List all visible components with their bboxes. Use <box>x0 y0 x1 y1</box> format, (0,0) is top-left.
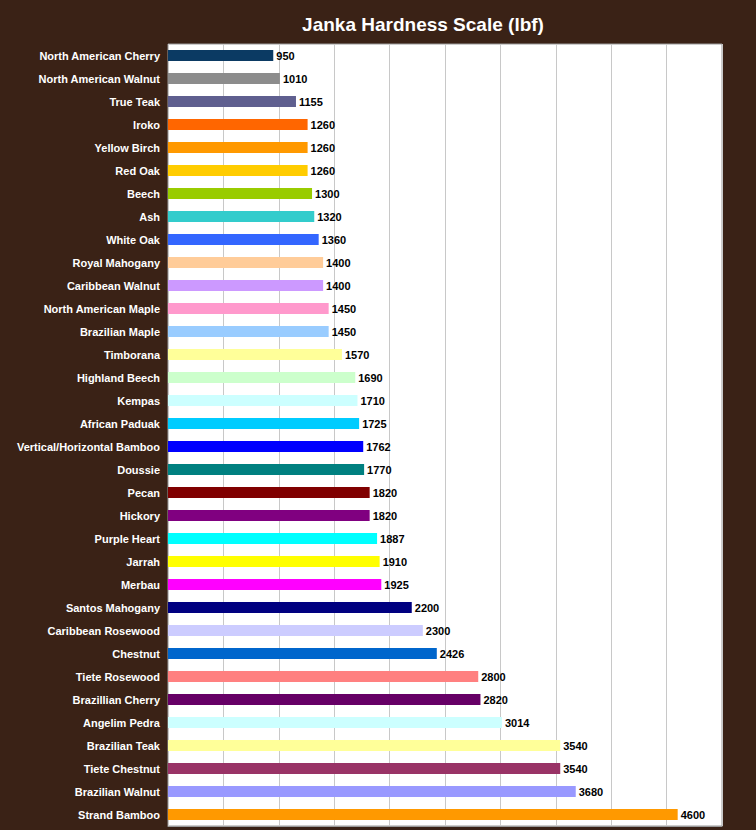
svg-text:2300: 2300 <box>426 625 450 637</box>
svg-text:Kempas: Kempas <box>117 395 160 407</box>
svg-text:3540: 3540 <box>563 740 587 752</box>
svg-text:Timborana: Timborana <box>104 349 161 361</box>
svg-text:Brazilian Walnut: Brazilian Walnut <box>75 786 160 798</box>
svg-text:Ash: Ash <box>139 211 160 223</box>
svg-text:1260: 1260 <box>311 142 335 154</box>
svg-text:1260: 1260 <box>311 165 335 177</box>
svg-text:Strand Bamboo: Strand Bamboo <box>78 809 160 821</box>
svg-text:Pecan: Pecan <box>128 487 161 499</box>
svg-text:3680: 3680 <box>579 786 603 798</box>
svg-text:North American Walnut: North American Walnut <box>39 73 161 85</box>
svg-text:Tiete Chestnut: Tiete Chestnut <box>84 763 161 775</box>
svg-text:Red Oak: Red Oak <box>115 165 161 177</box>
svg-text:1155: 1155 <box>299 96 323 108</box>
svg-text:African Paduak: African Paduak <box>80 418 161 430</box>
svg-text:3540: 3540 <box>563 763 587 775</box>
svg-text:Merbau: Merbau <box>121 579 160 591</box>
svg-text:2426: 2426 <box>440 648 464 660</box>
svg-text:Iroko: Iroko <box>133 119 160 131</box>
svg-text:2800: 2800 <box>481 671 505 683</box>
svg-text:White Oak: White Oak <box>106 234 161 246</box>
svg-text:Tiete Rosewood: Tiete Rosewood <box>76 671 160 683</box>
svg-text:1450: 1450 <box>332 303 356 315</box>
svg-text:2200: 2200 <box>415 602 439 614</box>
svg-text:1762: 1762 <box>366 441 390 453</box>
svg-text:1300: 1300 <box>315 188 339 200</box>
svg-text:North American Cherry: North American Cherry <box>39 50 161 62</box>
svg-text:1710: 1710 <box>360 395 384 407</box>
svg-text:Yellow Birch: Yellow Birch <box>95 142 161 154</box>
svg-text:1400: 1400 <box>326 257 350 269</box>
svg-text:1887: 1887 <box>380 533 404 545</box>
svg-text:True Teak: True Teak <box>109 96 160 108</box>
svg-text:Chestnut: Chestnut <box>112 648 160 660</box>
svg-text:Highland Beech: Highland Beech <box>77 372 160 384</box>
svg-text:Santos Mahogany: Santos Mahogany <box>66 602 161 614</box>
svg-text:1820: 1820 <box>373 510 397 522</box>
svg-text:1925: 1925 <box>384 579 408 591</box>
svg-text:1570: 1570 <box>345 349 369 361</box>
svg-text:North American Maple: North American Maple <box>44 303 160 315</box>
svg-text:Brazilian Teak: Brazilian Teak <box>87 740 161 752</box>
svg-text:Janka Hardness Scale (lbf): Janka Hardness Scale (lbf) <box>302 14 544 35</box>
svg-text:1260: 1260 <box>311 119 335 131</box>
svg-text:Jarrah: Jarrah <box>126 556 160 568</box>
svg-text:950: 950 <box>276 50 294 62</box>
svg-text:Angelim Pedra: Angelim Pedra <box>83 717 161 729</box>
svg-text:1450: 1450 <box>332 326 356 338</box>
svg-text:Doussie: Doussie <box>117 464 160 476</box>
svg-text:1725: 1725 <box>362 418 386 430</box>
svg-text:1400: 1400 <box>326 280 350 292</box>
svg-text:1690: 1690 <box>358 372 382 384</box>
svg-text:1320: 1320 <box>317 211 341 223</box>
svg-text:Brazilian Maple: Brazilian Maple <box>80 326 160 338</box>
svg-text:1770: 1770 <box>367 464 391 476</box>
svg-text:1360: 1360 <box>322 234 346 246</box>
svg-text:Beech: Beech <box>127 188 160 200</box>
svg-text:4600: 4600 <box>681 809 705 821</box>
svg-text:1910: 1910 <box>383 556 407 568</box>
svg-text:Royal Mahogany: Royal Mahogany <box>73 257 161 269</box>
svg-text:Hickory: Hickory <box>120 510 161 522</box>
svg-text:Brazillian Cherry: Brazillian Cherry <box>73 694 161 706</box>
svg-text:Vertical/Horizontal Bamboo: Vertical/Horizontal Bamboo <box>17 441 160 453</box>
svg-text:2820: 2820 <box>483 694 507 706</box>
svg-text:Caribbean Rosewood: Caribbean Rosewood <box>48 625 160 637</box>
svg-text:3014: 3014 <box>505 717 530 729</box>
svg-text:Caribbean Walnut: Caribbean Walnut <box>67 280 160 292</box>
svg-text:1010: 1010 <box>283 73 307 85</box>
svg-text:Purple Heart: Purple Heart <box>95 533 161 545</box>
svg-text:1820: 1820 <box>373 487 397 499</box>
